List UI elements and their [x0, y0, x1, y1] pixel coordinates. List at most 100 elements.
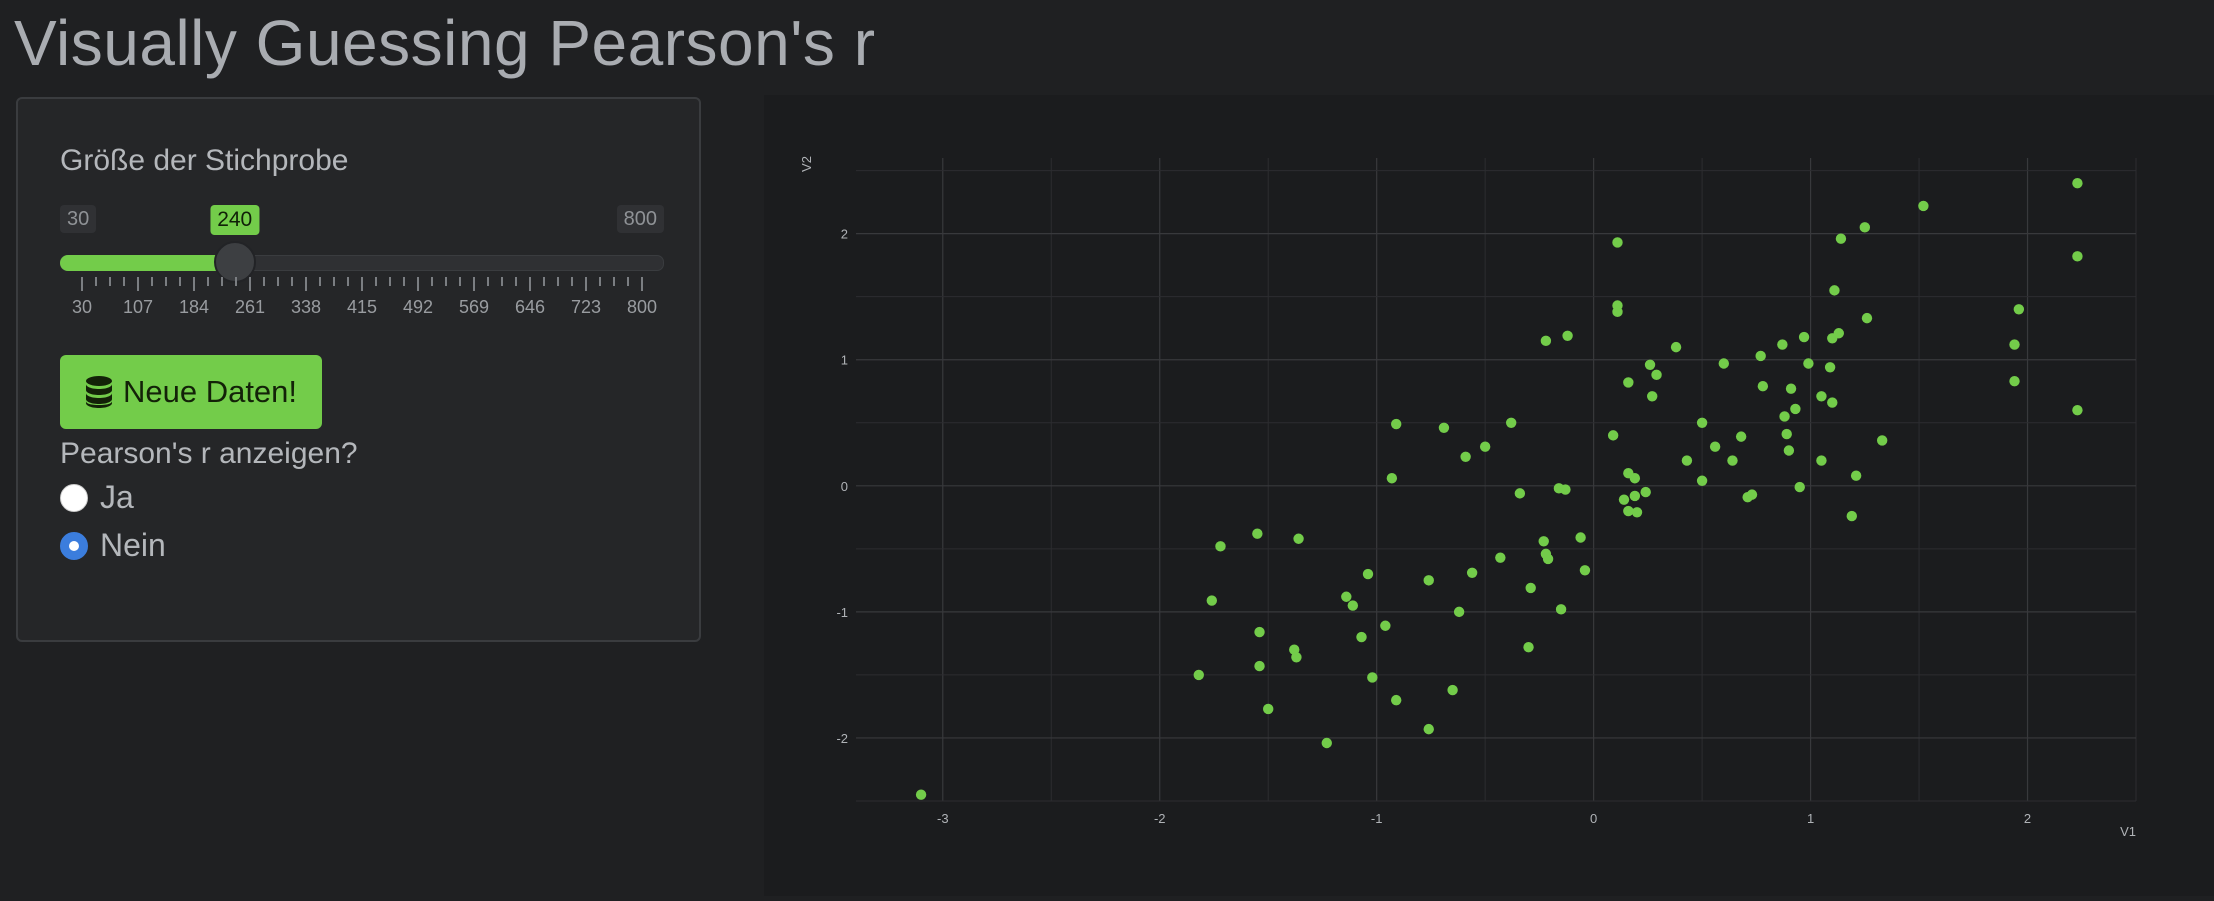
- scatter-point: [1785, 383, 1797, 394]
- plot-grid: [856, 158, 2137, 802]
- slider-major-tick: [473, 277, 475, 291]
- scatter-point: [1347, 600, 1359, 611]
- slider-minor-tick: [613, 277, 615, 286]
- scatter-plot-area: -3 -2 -1 0 1 2 -2 -1 0 1 2 V1 V2: [764, 95, 2214, 896]
- scatter-point: [2009, 375, 2020, 387]
- slider-minor-tick: [151, 277, 153, 286]
- scatter-point: [1861, 312, 1873, 324]
- scatter-point: [1618, 494, 1630, 505]
- scatter-point: [1367, 672, 1378, 683]
- scatter-point: [1850, 470, 1862, 481]
- scatter-point: [1460, 451, 1471, 463]
- slider-minor-tick: [207, 277, 209, 286]
- scatter-point: [1562, 330, 1573, 341]
- scatter-point: [1629, 490, 1641, 502]
- scatter-point: [1727, 455, 1738, 466]
- scatter-point: [1386, 473, 1398, 484]
- scatter-point: [1466, 567, 1478, 578]
- scatter-point: [1876, 435, 1888, 446]
- scatter-point: [1835, 233, 1847, 244]
- scatter-point: [1291, 652, 1302, 663]
- scatter-point: [1790, 403, 1801, 415]
- scatter-point: [1612, 300, 1623, 311]
- scatter-point: [1670, 341, 1682, 353]
- slider-minor-tick: [431, 277, 433, 286]
- slider-minor-tick: [557, 277, 559, 286]
- slider-min-label: 30: [60, 205, 97, 233]
- slider-minor-tick: [347, 277, 349, 286]
- slider-handle[interactable]: [213, 241, 256, 283]
- scatter-point: [1607, 430, 1619, 441]
- slider-minor-tick: [375, 277, 377, 286]
- radio-button-ja[interactable]: [60, 483, 88, 512]
- scatter-point: [1781, 428, 1792, 440]
- scatter-point: [1293, 533, 1304, 544]
- slider-tick-label: 184: [178, 297, 210, 317]
- slider-minor-tick: [627, 277, 629, 286]
- scatter-point: [2013, 304, 2025, 315]
- slider-minor-tick: [179, 277, 181, 286]
- scatter-point: [1779, 411, 1790, 422]
- slider-tick-label: 261: [234, 297, 266, 317]
- scatter-point: [1453, 606, 1465, 618]
- slider-tick-label: 107: [122, 297, 154, 317]
- scatter-point: [1423, 723, 1434, 735]
- slider-minor-tick: [543, 277, 545, 286]
- slider-ticks: 30 107 184 261 338 415 492 569 646 723 800: [60, 277, 664, 337]
- slider-minor-tick: [501, 277, 503, 286]
- scatter-point: [1918, 200, 1929, 212]
- slider-minor-tick: [277, 277, 279, 286]
- scatter-point: [1827, 397, 1838, 408]
- slider-minor-tick: [515, 277, 517, 286]
- scatter-point: [1391, 418, 1402, 430]
- radio-button-nein[interactable]: [60, 531, 88, 560]
- scatter-point: [1362, 568, 1374, 580]
- slider-minor-tick: [459, 277, 461, 286]
- scatter-point: [1252, 528, 1263, 539]
- scatter-point: [1629, 473, 1641, 484]
- x-axis-label: V1: [2120, 824, 2136, 839]
- sidebar-panel: Größe der Stichprobe 30 800 240 30 107 184…: [16, 97, 701, 642]
- scatter-point: [1575, 532, 1586, 543]
- slider-minor-tick: [333, 277, 335, 286]
- radio-option-nein[interactable]: Nein: [60, 527, 166, 564]
- scatter-point: [1206, 595, 1217, 606]
- slider-tick-label: 338: [290, 297, 322, 317]
- slider-fill: [60, 255, 235, 271]
- slider-minor-tick: [221, 277, 223, 286]
- scatter-point: [1718, 358, 1729, 369]
- scatter-point: [1391, 694, 1402, 706]
- scatter-point: [1833, 328, 1844, 339]
- database-icon: [85, 376, 112, 408]
- scatter-point: [1514, 488, 1526, 499]
- scatter-point: [1681, 455, 1693, 466]
- radio-option-ja[interactable]: Ja: [60, 479, 134, 516]
- scatter-point: [1505, 417, 1517, 428]
- scatter-point: [1859, 222, 1871, 233]
- x-tick-label: -1: [1371, 811, 1383, 826]
- new-data-button[interactable]: Neue Daten!: [60, 355, 322, 429]
- sample-size-label: Größe der Stichprobe: [60, 144, 349, 177]
- scatter-point: [1380, 620, 1391, 631]
- scatter-point: [1783, 445, 1795, 456]
- scatter-point: [1560, 484, 1571, 495]
- scatter-point: [1447, 684, 1458, 696]
- scatter-point: [2072, 404, 2083, 416]
- sample-size-slider[interactable]: 30 800 240 30 107 184 261 338 415 492 569 646 723…: [60, 205, 664, 325]
- axis-tick-labels: -3 -2 -1 0 1 2 -2 -1 0 1 2: [836, 227, 2031, 826]
- slider-tick-label: 723: [570, 297, 602, 317]
- scatter-point: [1254, 660, 1265, 672]
- scatter-point: [1644, 359, 1656, 370]
- y-tick-label: -2: [836, 731, 848, 746]
- slider-minor-tick: [123, 277, 125, 286]
- y-tick-label: -1: [836, 605, 848, 620]
- scatter-point: [1794, 481, 1805, 493]
- slider-minor-tick: [445, 277, 447, 286]
- slider-minor-tick: [263, 277, 265, 286]
- slider-tick-label: 646: [514, 297, 546, 317]
- scatter-point: [1495, 552, 1506, 563]
- scatter-point: [1824, 362, 1836, 373]
- scatter-point: [1816, 391, 1827, 402]
- slider-major-tick: [585, 277, 587, 291]
- x-tick-label: -2: [1154, 811, 1166, 826]
